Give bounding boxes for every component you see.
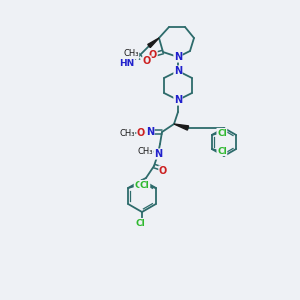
Polygon shape	[174, 124, 189, 130]
Text: Cl: Cl	[217, 128, 227, 137]
Text: CH₃: CH₃	[119, 128, 135, 137]
Text: N: N	[146, 127, 154, 137]
Text: O: O	[137, 128, 145, 138]
Text: Cl: Cl	[217, 146, 227, 155]
Text: O: O	[143, 56, 151, 66]
Text: O: O	[159, 166, 167, 176]
Text: Cl: Cl	[135, 218, 145, 227]
Text: O: O	[149, 50, 157, 60]
Text: N: N	[174, 66, 182, 76]
Text: N: N	[174, 95, 182, 105]
Polygon shape	[148, 38, 159, 48]
Text: N: N	[174, 52, 182, 62]
Text: CH₃: CH₃	[137, 146, 153, 155]
Text: CH₃: CH₃	[123, 50, 139, 58]
Text: N: N	[154, 149, 162, 159]
Text: Cl: Cl	[140, 181, 150, 190]
Text: Cl: Cl	[134, 181, 144, 190]
Text: HN: HN	[119, 59, 135, 68]
